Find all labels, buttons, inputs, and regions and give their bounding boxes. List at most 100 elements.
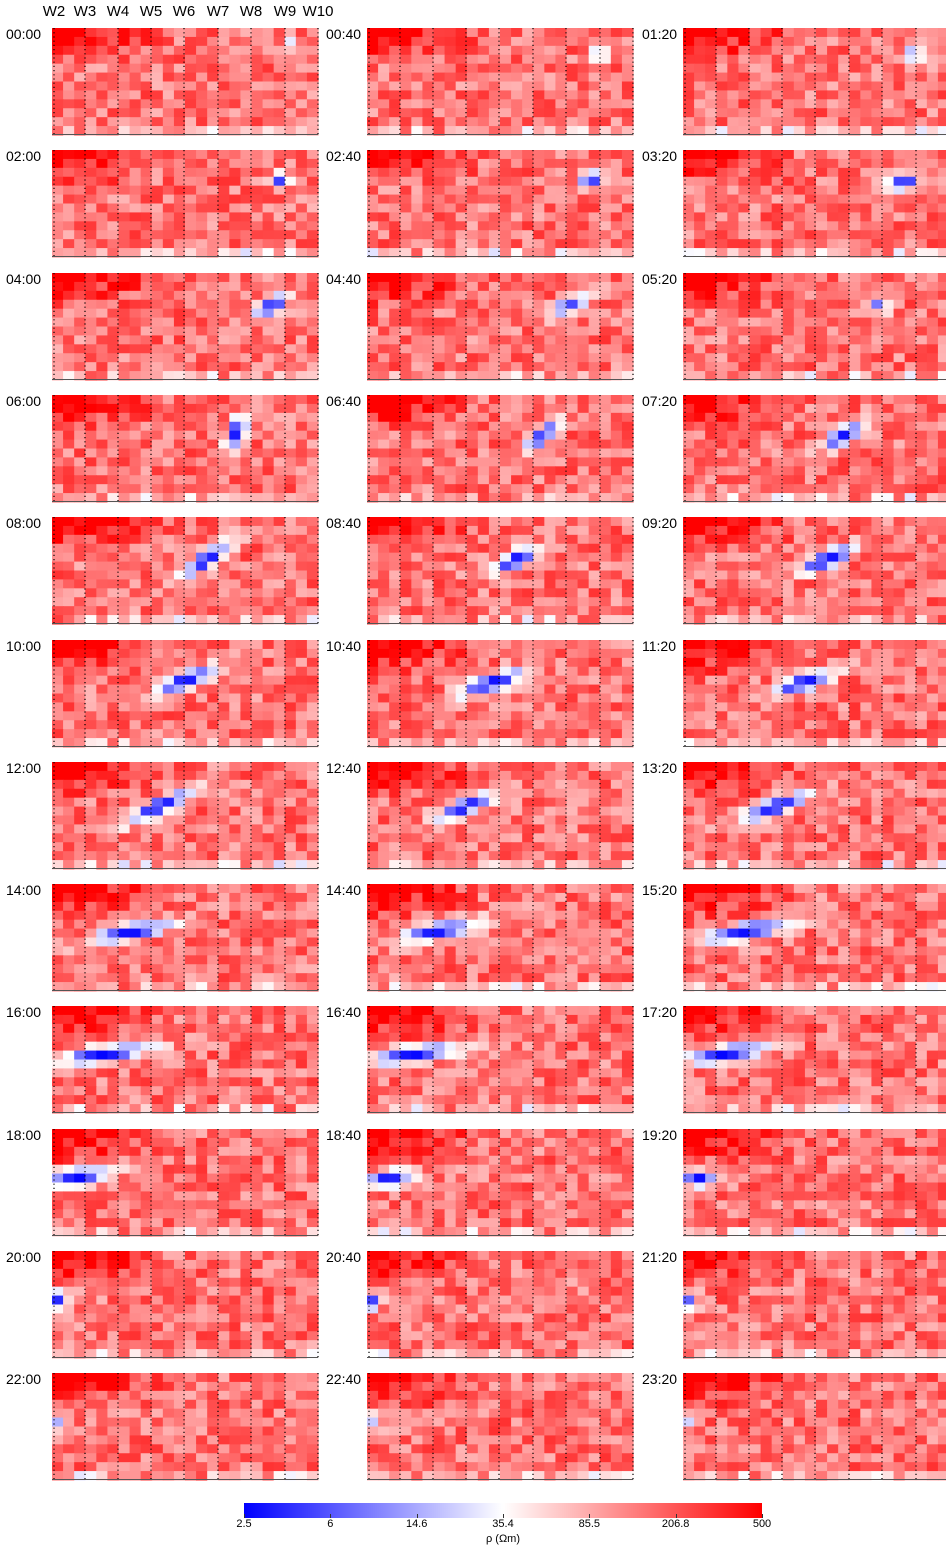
heatmap-cell [522, 203, 534, 214]
heatmap-cell [85, 290, 97, 300]
heatmap-cell [577, 185, 590, 196]
heatmap-cell [389, 684, 401, 694]
heatmap-cell [500, 335, 512, 345]
heatmap-cell [860, 99, 873, 109]
heatmap-cell [738, 421, 751, 432]
heatmap-cell [207, 99, 219, 109]
heatmap-cell [488, 552, 501, 563]
heatmap-cell [389, 212, 401, 223]
heatmap-cell [218, 588, 230, 599]
heatmap-cell [937, 281, 946, 292]
heatmap-cell [129, 448, 142, 458]
heatmap-cell [251, 352, 264, 363]
heatmap-cell [262, 203, 275, 214]
heatmap-cell [599, 185, 612, 196]
heatmap-cell [771, 54, 784, 65]
heatmap-cell [577, 517, 590, 527]
heatmap-cell [466, 150, 479, 160]
heatmap-cell [85, 430, 97, 441]
heatmap-cell [118, 412, 131, 423]
heatmap-cell [74, 194, 86, 205]
heatmap-cell [433, 290, 446, 300]
heatmap-cell [218, 194, 230, 205]
heatmap-cell [196, 343, 208, 354]
heatmap-cell [544, 248, 557, 258]
heatmap-cell [544, 466, 557, 476]
heatmap-cell [52, 588, 64, 599]
heatmap-cell [926, 430, 939, 441]
heatmap-cell [63, 588, 75, 599]
heatmap-cell [849, 290, 861, 300]
heatmap-cell [705, 466, 717, 476]
heatmap-cell [129, 36, 142, 47]
heatmap-cell [705, 28, 717, 38]
heatmap-cell [455, 370, 468, 381]
heatmap-cell [599, 194, 612, 205]
heatmap-cell [683, 99, 695, 109]
heatmap-cell [871, 343, 884, 354]
heatmap-cell [52, 535, 64, 545]
heatmap-cell [185, 72, 197, 83]
heatmap-cell [140, 352, 153, 363]
heatmap-cell [533, 552, 545, 563]
heatmap-cell [229, 203, 242, 214]
heatmap-cell [400, 639, 412, 650]
heatmap-cell [162, 126, 175, 136]
heatmap-cell [306, 299, 319, 309]
heatmap-cell [522, 517, 534, 527]
heatmap-cell [893, 81, 906, 92]
heatmap-cell [904, 439, 917, 449]
heatmap-cell [411, 517, 424, 527]
heatmap-cell [544, 317, 557, 327]
heatmap-cell [466, 684, 479, 694]
heatmap-cell [511, 272, 523, 283]
heatmap-cell [926, 543, 939, 554]
heatmap-cell [588, 36, 601, 47]
heatmap-cell [533, 412, 545, 423]
heatmap-cell [273, 615, 286, 625]
heatmap-cell [533, 203, 545, 214]
heatmap-cell [52, 281, 64, 292]
heatmap-cell [683, 28, 695, 38]
heatmap-cell [610, 168, 623, 178]
heatmap-cell [466, 230, 479, 241]
heatmap-cell [284, 710, 297, 721]
heatmap-cell [577, 543, 590, 554]
heatmap-cell [140, 63, 153, 74]
heatmap-cell [816, 239, 828, 249]
heatmap-cell [621, 361, 634, 372]
heatmap-cell [860, 36, 873, 47]
heatmap-cell [85, 361, 97, 372]
heatmap-cell [915, 212, 928, 223]
heatmap-cell [511, 570, 523, 581]
heatmap-cell [533, 248, 545, 258]
heatmap-cell [566, 150, 579, 160]
heatmap-cell [411, 421, 424, 432]
heatmap-cell [827, 552, 839, 563]
heatmap-cell [284, 728, 297, 739]
heatmap-cell [284, 517, 297, 527]
heatmap-cell [599, 579, 612, 590]
heatmap-cell [694, 194, 706, 205]
heatmap-cell [306, 168, 319, 178]
heatmap-cell [378, 457, 390, 467]
heatmap-cell [218, 203, 230, 214]
heatmap-cell [240, 335, 253, 345]
heatmap-cell [284, 159, 297, 169]
heatmap-cell [577, 81, 590, 92]
heatmap-cell [63, 370, 75, 381]
heatmap-cell [63, 457, 75, 467]
heatmap-cell [295, 108, 308, 118]
heatmap-cell [705, 63, 717, 74]
heatmap-cell [793, 484, 806, 494]
heatmap-cell [760, 352, 773, 363]
heatmap-cell [749, 248, 762, 258]
heatmap-cell [151, 484, 164, 494]
heatmap-cell [466, 535, 479, 545]
heatmap-cell [185, 475, 197, 485]
heatmap-cell [295, 126, 308, 136]
heatmap-cell [610, 108, 623, 118]
heatmap-cell [389, 177, 401, 187]
heatmap-cell [566, 693, 579, 703]
heatmap-cell [871, 421, 884, 432]
